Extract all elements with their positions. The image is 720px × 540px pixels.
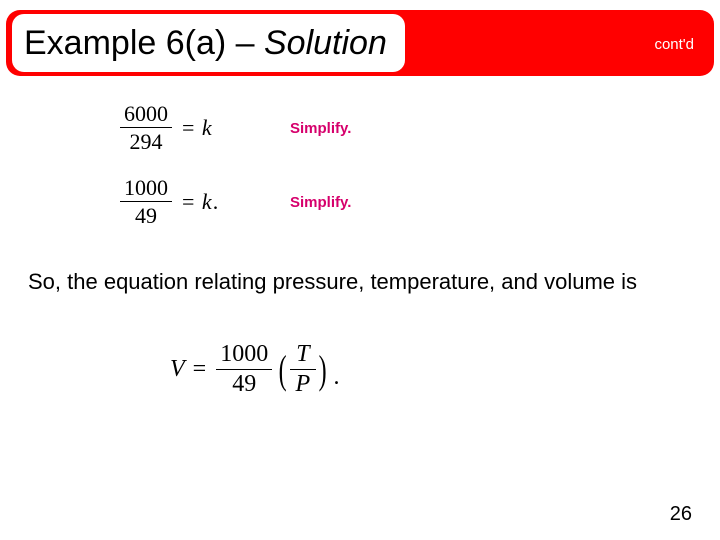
eq-prefix: = xyxy=(182,115,202,140)
final-lhs: V xyxy=(170,356,185,383)
page-number: 26 xyxy=(670,503,692,526)
fraction-bar xyxy=(290,369,317,370)
title-suffix: Solution xyxy=(264,24,387,62)
annotation-2: Simplify. xyxy=(290,194,351,211)
fraction-bar xyxy=(120,127,172,128)
contd-label: cont'd xyxy=(654,36,694,53)
annotation-1: Simplify. xyxy=(290,120,351,137)
final-coeff-den: 49 xyxy=(228,372,260,397)
ratio-fraction: T P xyxy=(290,342,317,397)
fraction-2-numerator: 1000 xyxy=(120,176,172,199)
final-equation: V = 1000 49 ( T P ) . xyxy=(170,342,340,397)
final-period: . xyxy=(334,364,340,397)
ratio-den: P xyxy=(290,372,317,397)
eq-prefix: = xyxy=(182,189,202,214)
final-coeff-fraction: 1000 49 xyxy=(216,342,272,397)
eq-suffix: . xyxy=(213,189,220,214)
slide-title: Example 6(a) – Solution xyxy=(24,24,387,63)
final-equals: = xyxy=(193,356,207,383)
fraction-1-denominator: 294 xyxy=(126,130,167,153)
final-ratio: ( T P ) xyxy=(276,342,329,397)
equation-1-tail: = k xyxy=(182,115,213,141)
left-paren-icon: ( xyxy=(279,354,287,386)
equation-step-2: 1000 49 = k. xyxy=(120,176,219,227)
title-pill: Example 6(a) – Solution xyxy=(12,14,405,72)
title-prefix: Example 6(a) – xyxy=(24,24,264,62)
ratio-num: T xyxy=(290,342,315,367)
eq-var: k xyxy=(202,189,213,214)
right-paren-icon: ) xyxy=(319,354,327,386)
fraction-bar xyxy=(120,201,172,202)
fraction-bar xyxy=(216,369,272,370)
eq-var: k xyxy=(202,115,213,140)
final-coeff-num: 1000 xyxy=(216,342,272,367)
equation-step-1: 6000 294 = k xyxy=(120,102,213,153)
fraction-1: 6000 294 xyxy=(120,102,172,153)
body-text: So, the equation relating pressure, temp… xyxy=(28,268,668,296)
fraction-1-numerator: 6000 xyxy=(120,102,172,125)
fraction-2-denominator: 49 xyxy=(131,204,161,227)
fraction-2: 1000 49 xyxy=(120,176,172,227)
equation-2-tail: = k. xyxy=(182,189,219,215)
